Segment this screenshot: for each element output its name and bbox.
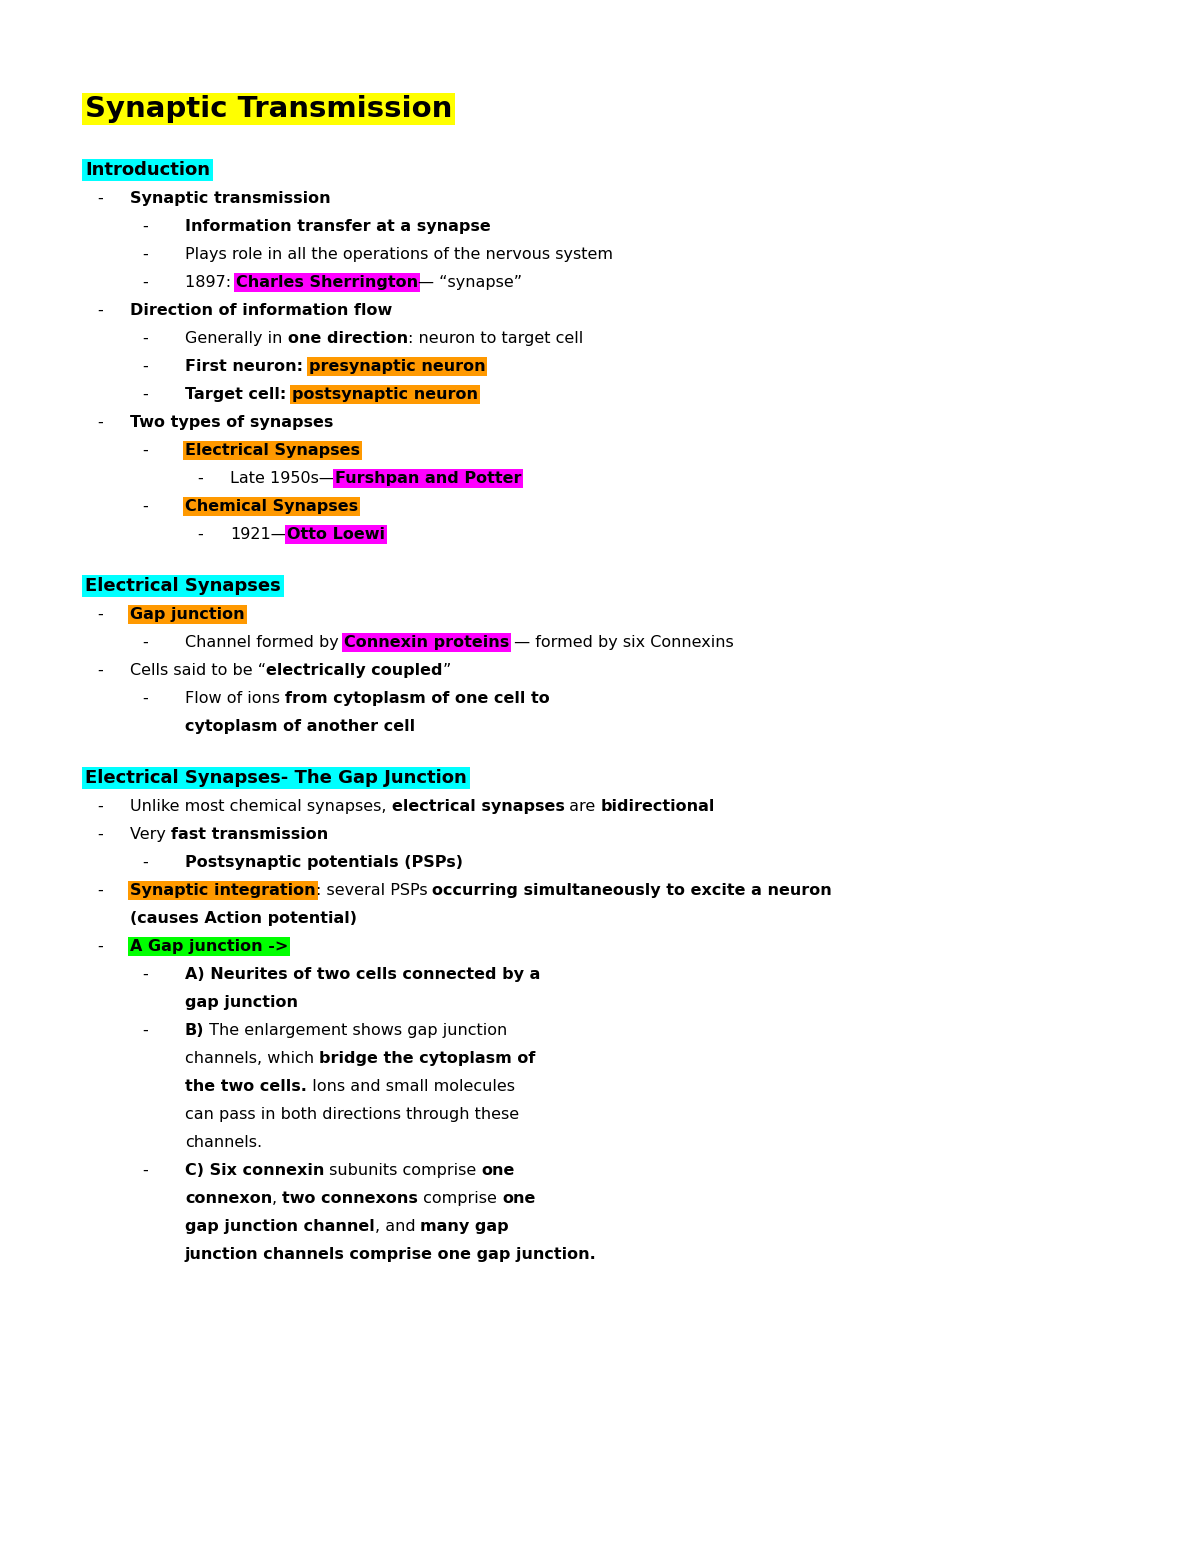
Text: ”: ” <box>443 663 451 679</box>
Text: B): B) <box>185 1023 204 1037</box>
Text: -: - <box>142 499 148 514</box>
Text: -: - <box>97 191 103 207</box>
Text: -: - <box>142 359 148 374</box>
Text: postsynaptic neuron: postsynaptic neuron <box>292 387 478 402</box>
Text: -: - <box>97 884 103 898</box>
Bar <box>82 767 469 789</box>
Text: -: - <box>142 387 148 402</box>
Text: one direction: one direction <box>288 331 408 346</box>
Text: -: - <box>97 940 103 954</box>
Text: subunits comprise: subunits comprise <box>324 1163 481 1179</box>
Text: channels.: channels. <box>185 1135 262 1151</box>
Text: -: - <box>97 607 103 623</box>
Text: Very: Very <box>130 828 172 842</box>
Text: (causes Action potential): (causes Action potential) <box>130 912 358 926</box>
Text: from cytoplasm of one cell to: from cytoplasm of one cell to <box>286 691 550 707</box>
Text: Introduction: Introduction <box>85 162 210 179</box>
Text: two connexons: two connexons <box>282 1191 419 1207</box>
Text: Two types of synapses: Two types of synapses <box>130 415 334 430</box>
Text: -: - <box>142 691 148 707</box>
Text: Ions and small molecules: Ions and small molecules <box>307 1079 515 1093</box>
Text: Synaptic integration: Synaptic integration <box>130 884 316 898</box>
Text: -: - <box>142 1163 148 1179</box>
Text: Direction of information flow: Direction of information flow <box>130 303 392 318</box>
Text: -: - <box>142 219 148 235</box>
Text: First neuron:: First neuron: <box>185 359 308 374</box>
Text: bridge the cytoplasm of: bridge the cytoplasm of <box>319 1051 535 1065</box>
Text: -: - <box>197 526 203 542</box>
Text: Unlike most chemical synapses,: Unlike most chemical synapses, <box>130 798 391 814</box>
Text: Flow of ions: Flow of ions <box>185 691 286 707</box>
Text: -: - <box>142 443 148 458</box>
Text: Cells said to be “: Cells said to be “ <box>130 663 266 679</box>
Text: -: - <box>97 798 103 814</box>
Text: electrically coupled: electrically coupled <box>266 663 443 679</box>
Text: 1921—: 1921— <box>230 526 287 542</box>
Text: -: - <box>97 663 103 679</box>
Text: -: - <box>142 275 148 290</box>
Text: Late 1950s—: Late 1950s— <box>230 471 335 486</box>
Text: Electrical Synapses- The Gap Junction: Electrical Synapses- The Gap Junction <box>85 769 467 787</box>
Text: -: - <box>142 1023 148 1037</box>
Text: -: - <box>97 828 103 842</box>
Text: The enlargement shows gap junction: The enlargement shows gap junction <box>204 1023 508 1037</box>
Text: ,: , <box>272 1191 282 1207</box>
Text: Postsynaptic potentials (PSPs): Postsynaptic potentials (PSPs) <box>185 856 463 870</box>
Bar <box>82 158 214 182</box>
Text: — formed by six Connexins: — formed by six Connexins <box>509 635 734 651</box>
Text: can pass in both directions through these: can pass in both directions through thes… <box>185 1107 520 1121</box>
Text: bidirectional: bidirectional <box>601 798 715 814</box>
Text: connexon: connexon <box>185 1191 272 1207</box>
Text: Electrical Synapses: Electrical Synapses <box>85 578 281 595</box>
Text: — “synapse”: — “synapse” <box>419 275 522 290</box>
Text: Channel formed by: Channel formed by <box>185 635 344 651</box>
Text: one: one <box>503 1191 535 1207</box>
Text: comprise: comprise <box>419 1191 503 1207</box>
Bar <box>82 575 283 596</box>
Text: A Gap junction ->: A Gap junction -> <box>130 940 288 954</box>
Text: -: - <box>97 415 103 430</box>
Text: : several PSPs: : several PSPs <box>316 884 432 898</box>
Text: Charles Sherrington: Charles Sherrington <box>236 275 419 290</box>
Text: channels, which: channels, which <box>185 1051 319 1065</box>
Text: Connexin proteins: Connexin proteins <box>344 635 509 651</box>
Text: junction channels comprise one gap junction.: junction channels comprise one gap junct… <box>185 1247 596 1263</box>
Text: -: - <box>142 856 148 870</box>
Text: Synaptic transmission: Synaptic transmission <box>130 191 331 207</box>
Text: presynaptic neuron: presynaptic neuron <box>308 359 485 374</box>
Text: electrical synapses: electrical synapses <box>391 798 564 814</box>
Text: -: - <box>197 471 203 486</box>
Text: one: one <box>481 1163 515 1179</box>
Text: Otto Loewi: Otto Loewi <box>287 526 385 542</box>
Text: gap junction channel: gap junction channel <box>185 1219 374 1235</box>
Text: -: - <box>142 635 148 651</box>
Text: fast transmission: fast transmission <box>172 828 329 842</box>
Text: C) Six connexin: C) Six connexin <box>185 1163 324 1179</box>
Text: 1897:: 1897: <box>185 275 236 290</box>
Text: Gap junction: Gap junction <box>130 607 245 623</box>
Text: the two cells.: the two cells. <box>185 1079 307 1093</box>
Text: are: are <box>564 798 601 814</box>
Text: -: - <box>142 247 148 262</box>
Text: -: - <box>97 303 103 318</box>
Text: , and: , and <box>374 1219 420 1235</box>
Text: Plays role in all the operations of the nervous system: Plays role in all the operations of the … <box>185 247 613 262</box>
Text: : neuron to target cell: : neuron to target cell <box>408 331 583 346</box>
Text: Synaptic Transmission: Synaptic Transmission <box>85 95 452 123</box>
Text: Target cell:: Target cell: <box>185 387 292 402</box>
Text: Information transfer at a synapse: Information transfer at a synapse <box>185 219 491 235</box>
Text: many gap: many gap <box>420 1219 509 1235</box>
Text: gap junction: gap junction <box>185 995 298 1009</box>
Text: Furshpan and Potter: Furshpan and Potter <box>335 471 521 486</box>
Bar <box>82 93 455 124</box>
Text: occurring simultaneously to excite a neuron: occurring simultaneously to excite a neu… <box>432 884 832 898</box>
Text: -: - <box>142 968 148 981</box>
Text: Electrical Synapses: Electrical Synapses <box>185 443 360 458</box>
Text: cytoplasm of another cell: cytoplasm of another cell <box>185 719 415 735</box>
Text: Chemical Synapses: Chemical Synapses <box>185 499 358 514</box>
Text: A) Neurites of two cells connected by a: A) Neurites of two cells connected by a <box>185 968 540 981</box>
Text: -: - <box>142 331 148 346</box>
Text: Generally in: Generally in <box>185 331 288 346</box>
